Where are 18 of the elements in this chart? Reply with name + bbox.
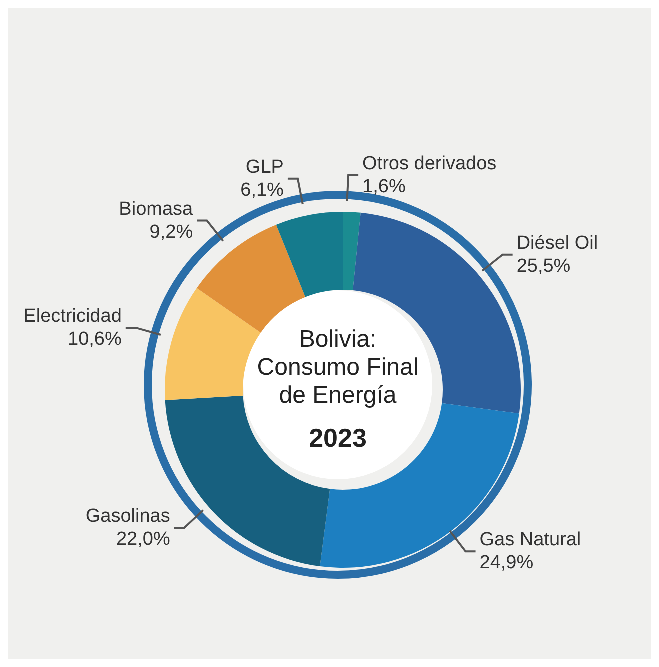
slice-label: Gasolinas <box>86 506 170 528</box>
data-label: 6,1% <box>240 180 284 201</box>
slice-label: Electricidad <box>24 306 122 327</box>
text: 2023 <box>309 423 367 453</box>
slice-label: Diésel Oil <box>516 232 598 254</box>
slice-label: Gas Natural <box>480 530 582 551</box>
data-label: 22,0% <box>116 529 170 550</box>
data-label: 24,9% <box>480 552 534 574</box>
data-label: 1,6% <box>362 176 406 198</box>
data-label: 9,2% <box>150 222 194 243</box>
data-label: 25,5% <box>516 256 571 277</box>
text: Bolivia: Consumo Final de Energía <box>257 326 419 409</box>
donut-slice <box>276 212 343 298</box>
donut-slice <box>343 212 361 291</box>
slice-label: Biomasa <box>119 198 194 220</box>
data-label: 10,6% <box>68 328 122 350</box>
slice-label: GLP <box>246 156 284 178</box>
slice-label: Otros derivados <box>362 153 497 174</box>
